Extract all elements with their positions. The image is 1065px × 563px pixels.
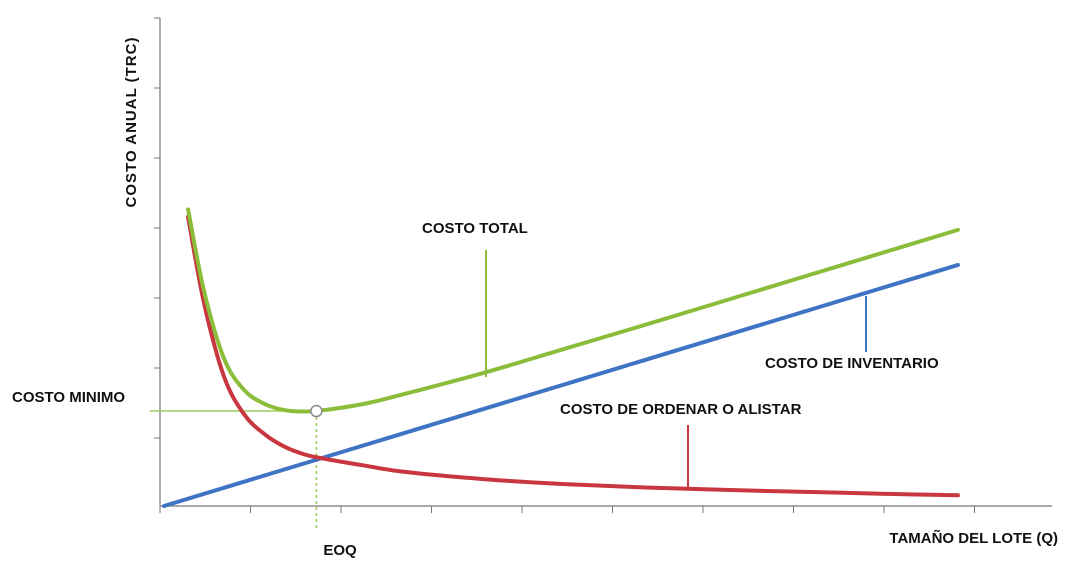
axis-ticks: [154, 17, 975, 513]
series-label-costo-inventario: COSTO DE INVENTARIO: [765, 355, 939, 372]
costo-minimo-label: COSTO MINIMO: [12, 389, 125, 406]
y-axis-label: COSTO ANUAL (TRC): [123, 37, 140, 208]
series-line-costo-total: [186, 207, 960, 414]
axes: [159, 18, 1052, 507]
guide-lines: [150, 410, 318, 530]
min-cost-point: [310, 404, 323, 418]
min-point-layer: [310, 404, 323, 418]
x-axis-label: TAMAÑO DEL LOTE (Q): [889, 529, 1058, 547]
series-line-costo-ordenar: [186, 214, 960, 498]
series-layer: [162, 207, 960, 508]
series-label-costo-ordenar: COSTO DE ORDENAR O ALISTAR: [560, 401, 802, 418]
eoq-label: EOQ: [323, 542, 357, 559]
label-leaders: [485, 250, 867, 487]
series-label-costo-total: COSTO TOTAL: [422, 220, 528, 237]
series-line-costo-inventario: [162, 262, 960, 508]
